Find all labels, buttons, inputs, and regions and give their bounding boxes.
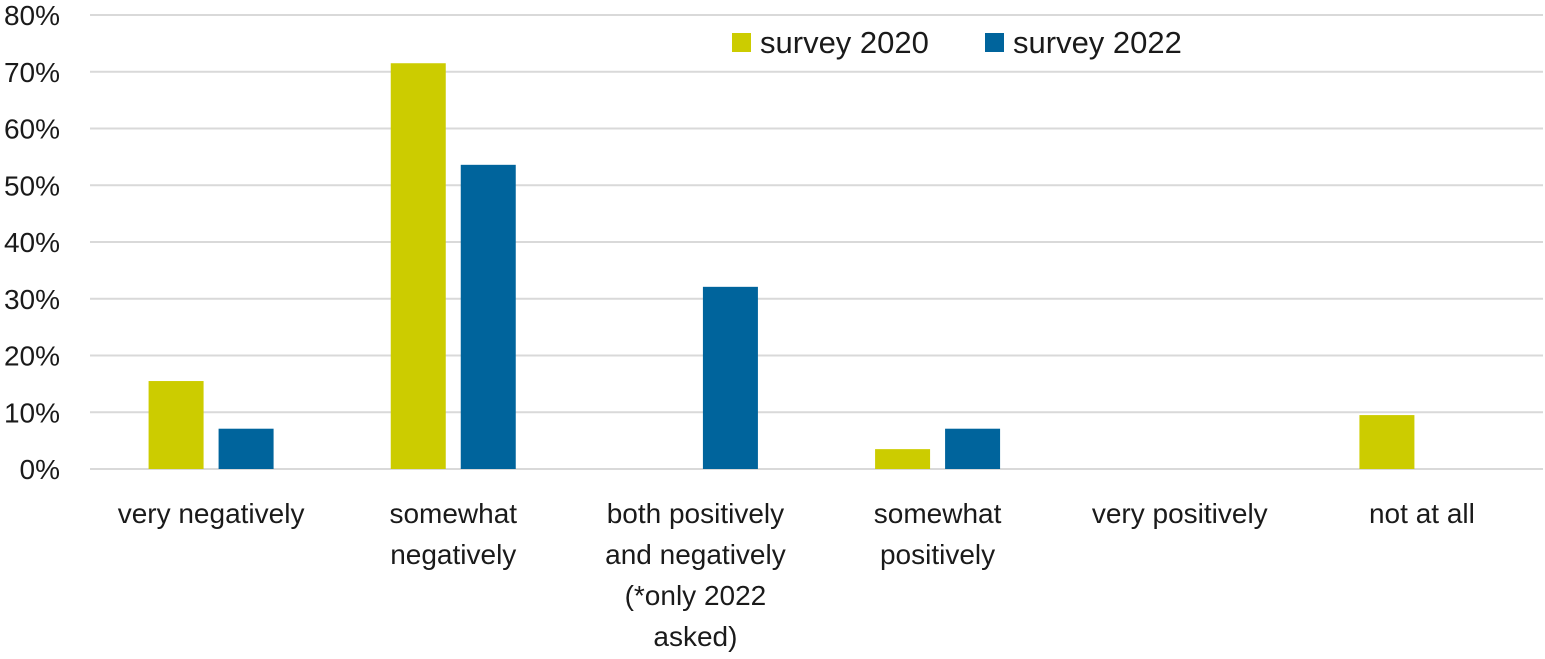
- y-tick-label: 30%: [4, 284, 60, 315]
- bar-survey-2022-3: [945, 428, 1001, 469]
- x-category-label-line: and negatively: [605, 539, 786, 570]
- gridlines: [90, 14, 1543, 470]
- y-tick-label: 60%: [4, 114, 60, 145]
- y-tick-label: 10%: [4, 397, 60, 428]
- legend-label: survey 2022: [1013, 25, 1182, 60]
- x-category-label: somewhat negatively: [389, 498, 517, 570]
- bar-survey-2020-3: [875, 449, 931, 469]
- x-category-label-line: positively: [880, 539, 995, 570]
- legend-swatch: [985, 33, 1004, 52]
- x-category-label-line: not at all: [1369, 498, 1475, 529]
- bars: [148, 63, 1415, 470]
- y-tick-label: 80%: [4, 0, 60, 31]
- x-category-label-line: somewhat: [874, 498, 1002, 529]
- y-tick-label: 50%: [4, 170, 60, 201]
- x-category-label: not at all: [1369, 498, 1475, 529]
- x-category-label: very negatively: [118, 498, 305, 529]
- x-category-label-line: very positively: [1092, 498, 1268, 529]
- y-tick-label: 40%: [4, 227, 60, 258]
- bar-survey-2020-1: [390, 63, 446, 470]
- bar-survey-2022-0: [218, 428, 274, 469]
- x-category-label-line: both positively: [607, 498, 784, 529]
- bar-survey-2022-2: [702, 286, 758, 469]
- x-category-label-line: (*only 2022: [625, 580, 767, 611]
- x-category-label-line: very negatively: [118, 498, 305, 529]
- x-category-label-line: asked): [653, 621, 737, 652]
- y-tick-label: 70%: [4, 57, 60, 88]
- x-category-label: both positively and negatively (*only 2022…: [605, 498, 786, 652]
- bar-survey-2022-1: [460, 164, 516, 469]
- x-axis-category-labels: very negatively somewhat negatively both po…: [118, 498, 1475, 652]
- y-tick-label: 20%: [4, 341, 60, 372]
- x-category-label-line: somewhat: [389, 498, 517, 529]
- legend: survey 2020 survey 2022: [732, 25, 1182, 60]
- y-axis-tick-labels: 0% 10% 20% 30% 40% 50% 60% 70% 80%: [4, 0, 60, 485]
- legend-swatch: [732, 33, 751, 52]
- bar-survey-2020-5: [1359, 415, 1415, 469]
- x-category-label-line: negatively: [390, 539, 516, 570]
- x-category-label: somewhat positively: [874, 498, 1002, 570]
- legend-label: survey 2020: [760, 25, 929, 60]
- y-tick-label: 0%: [20, 454, 60, 485]
- x-category-label: very positively: [1092, 498, 1268, 529]
- bar-survey-2020-0: [148, 381, 204, 469]
